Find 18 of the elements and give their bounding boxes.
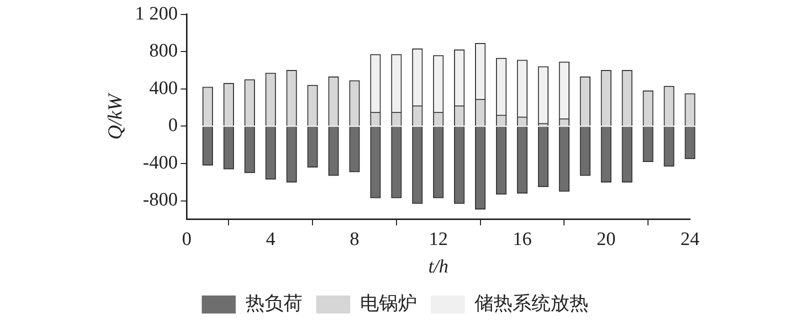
x-tick-label: 8 — [350, 228, 360, 250]
legend-label: 热负荷 — [245, 293, 302, 314]
x-axis-title: t/h — [428, 256, 448, 278]
x-tick-label: 0 — [182, 228, 192, 250]
x-tick-label: 16 — [512, 228, 532, 250]
x-tick-label: 24 — [680, 228, 700, 250]
y-tick-label: -400 — [142, 152, 178, 174]
y-tick-label: 800 — [149, 40, 178, 62]
y-tick-label: -800 — [142, 190, 178, 211]
y-axis-title: Q/kW — [104, 92, 126, 140]
x-tick-label: 12 — [428, 228, 448, 250]
legend-label: 储热系统放热 — [474, 293, 588, 314]
y-tick-label: 0 — [168, 115, 178, 136]
y-tick-label: 400 — [149, 78, 178, 99]
y-tick-label: 1 200 — [135, 3, 178, 24]
legend-label: 电锅炉 — [360, 293, 417, 314]
x-tick-label: 20 — [596, 228, 616, 250]
x-tick-label: 4 — [266, 228, 276, 250]
